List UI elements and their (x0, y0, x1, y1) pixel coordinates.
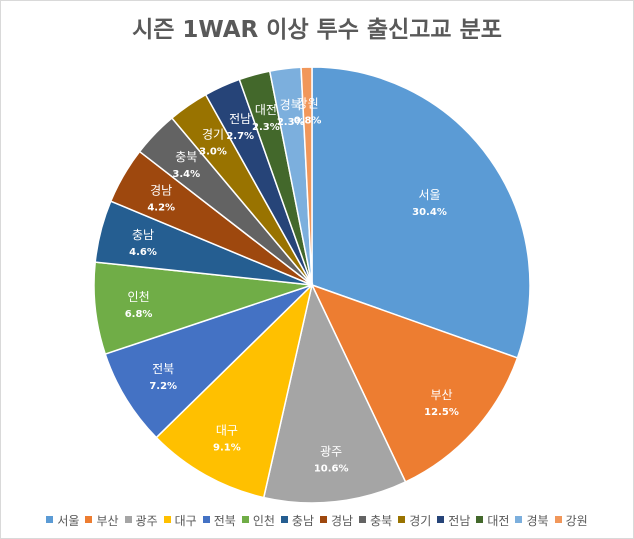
legend-label: 전남 (448, 514, 471, 528)
slice-value-label: 3.4% (172, 169, 200, 180)
chart-title: 시즌 1WAR 이상 투수 출신고교 분포 (132, 17, 502, 43)
legend-item: 전남 (437, 512, 470, 529)
legend-label: 경북 (526, 514, 549, 528)
slice-value-label: 7.2% (149, 381, 177, 392)
legend-item: 광주 (124, 512, 158, 529)
slice-name-label: 경남 (150, 183, 172, 197)
legend-item: 경기 (398, 512, 431, 529)
legend-swatch (85, 516, 93, 523)
legend-label: 인천 (252, 514, 275, 528)
slice-value-label: 3.0% (199, 146, 227, 157)
legend-swatch (46, 516, 54, 523)
slice-value-label: 4.2% (147, 202, 175, 213)
legend-label: 전북 (213, 514, 236, 528)
legend-label: 강원 (565, 514, 588, 528)
slice-value-label: 0.8% (294, 116, 322, 127)
slice-value-label: 2.3% (252, 122, 280, 133)
legend-item: 부산 (85, 512, 119, 529)
legend-swatch (202, 516, 210, 523)
legend-item: 대구 (163, 512, 197, 529)
slice-name-label: 충북 (175, 150, 197, 164)
legend-swatch (398, 516, 406, 523)
legend-item: 인천 (241, 512, 275, 529)
slice-name-label: 강원 (297, 97, 319, 111)
slice-name-label: 전북 (152, 362, 174, 376)
slice-value-label: 9.1% (213, 442, 241, 453)
slice-name-label: 대구 (216, 423, 238, 437)
pie-slice-3 (262, 282, 407, 504)
legend-swatch (515, 516, 523, 523)
legend-swatch (280, 516, 288, 523)
legend-label: 경기 (409, 514, 432, 528)
legend-label: 경남 (331, 514, 354, 528)
legend-label: 부산 (96, 514, 119, 528)
legend-swatch (241, 516, 249, 523)
legend-swatch (124, 516, 132, 523)
slice-value-label: 30.4% (412, 207, 447, 218)
legend-item: 전북 (202, 512, 236, 529)
slice-name-label: 서울 (418, 188, 440, 202)
legend-item: 경북 (515, 512, 549, 529)
legend-item: 경남 (320, 512, 353, 529)
slice-value-label: 12.5% (424, 407, 459, 418)
legend-swatch (163, 516, 171, 523)
pie-slice-1 (311, 66, 531, 359)
legend-swatch (476, 516, 484, 523)
legend-item: 대전 (476, 512, 509, 529)
legend-label: 광주 (135, 514, 158, 528)
slice-name-label: 대전 (255, 103, 277, 117)
slice-name-label: 충남 (132, 228, 154, 242)
slice-name-label: 인천 (128, 289, 150, 304)
legend-label: 충남 (291, 514, 314, 528)
legend-swatch (437, 516, 445, 523)
pie-slice-4 (155, 282, 314, 499)
slice-name-label: 부산 (430, 388, 452, 402)
legend-swatch (554, 516, 562, 523)
slice-name-label: 전남 (229, 112, 251, 126)
slice-name-label: 광주 (320, 444, 342, 458)
pie-slice-5 (104, 284, 313, 439)
legend-item: 강원 (554, 512, 588, 529)
pie-slice-14 (300, 66, 313, 286)
legend-label: 서울 (57, 514, 80, 528)
legend: 서울 부산 광주 대구 전북 인천 충남 경남 충북 경기 전남 대전 경북 강원 (0, 512, 634, 529)
legend-label: 대구 (174, 514, 197, 528)
slice-value-label: 2.3% (277, 117, 305, 128)
pie-slice-2 (310, 283, 519, 483)
slice-name-label: 경기 (202, 127, 224, 141)
slice-name-label: 경북 (280, 98, 302, 112)
legend-swatch (359, 516, 367, 523)
legend-item: 서울 (46, 512, 79, 529)
legend-swatch (320, 516, 327, 523)
slice-value-label: 4.6% (129, 247, 157, 258)
slice-value-label: 2.7% (226, 131, 254, 142)
legend-item: 충남 (280, 512, 314, 529)
legend-label: 대전 (487, 514, 510, 528)
slice-value-label: 6.8% (125, 309, 153, 320)
legend-label: 충북 (370, 514, 393, 528)
slice-value-label: 10.6% (314, 463, 349, 474)
legend-item: 충북 (359, 512, 392, 529)
